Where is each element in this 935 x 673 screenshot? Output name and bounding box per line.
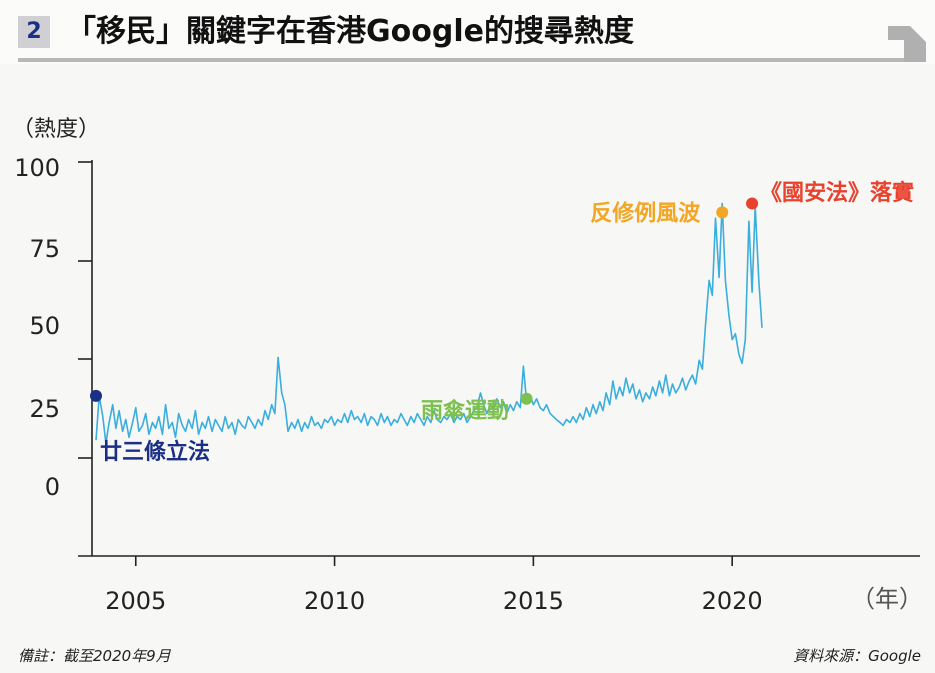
y-tick-label: 75 <box>29 235 60 263</box>
event-marker <box>520 392 533 405</box>
event-marker <box>716 206 729 219</box>
event-marker <box>90 389 102 402</box>
x-tick-label: 2005 <box>105 587 166 615</box>
event-label: 《國安法》落實 <box>760 180 914 206</box>
figure-number: 2 <box>18 16 50 48</box>
header-background <box>0 0 935 64</box>
line-chart: 100 75 50 25 0 （熱度） 2005 2010 2015 2020 （年） 廿三條立法 雨傘… <box>12 117 923 615</box>
x-axis-label: （年） <box>851 585 923 613</box>
x-tick-label: 2010 <box>304 587 365 615</box>
header-rule <box>18 58 913 62</box>
footer-source: 資料來源：Google <box>793 647 921 665</box>
corner-arrow-icon <box>888 26 926 62</box>
event-label: 雨傘運動 <box>421 398 509 424</box>
footer-note: 備註：截至2020年9月 <box>18 647 171 665</box>
y-axis-label: （熱度） <box>12 117 100 142</box>
x-tick-label: 2015 <box>503 587 564 615</box>
figure-title: 「移民」關鍵字在香港Google的搜尋熱度 <box>66 14 634 49</box>
event-label: 反修例風波 <box>590 200 701 226</box>
y-tick-label: 50 <box>29 312 60 340</box>
y-tick-label: 100 <box>14 154 60 182</box>
series-line <box>95 202 763 445</box>
event-marker <box>746 197 759 210</box>
y-tick-label: 25 <box>29 395 60 423</box>
event-label: 廿三條立法 <box>100 439 210 465</box>
x-tick-label: 2020 <box>702 587 763 615</box>
y-tick-label: 0 <box>45 473 60 501</box>
figure-header: 2 「移民」關鍵字在香港Google的搜尋熱度 <box>0 0 935 64</box>
